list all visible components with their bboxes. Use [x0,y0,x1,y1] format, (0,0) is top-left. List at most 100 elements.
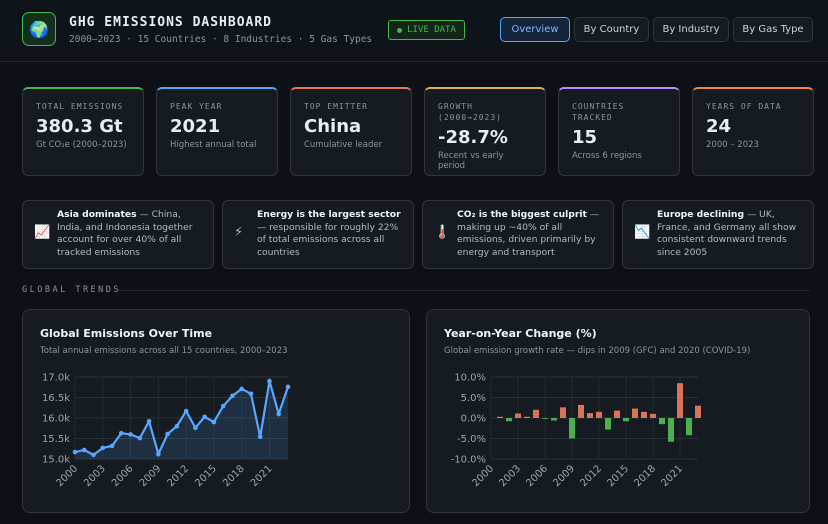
bar [587,413,593,418]
x-tick-label: 2009 [138,463,164,489]
point [174,423,180,429]
y-tick-label: 10.0% [454,373,486,384]
insight-bold: Europe declining [657,209,745,220]
bar [632,408,638,418]
bar [605,418,611,430]
insight-text: — making up ~40% of all emissions, drive… [457,209,600,258]
badge-text: LIVE DATA [407,25,456,35]
y-tick-label: -5.0% [457,434,486,445]
kpi-card: COUNTRIES TRACKED 15 Across 6 regions [558,87,680,176]
point [119,430,124,436]
point [100,445,106,451]
point [276,411,282,417]
y-tick-label: 15.5k [42,434,70,445]
y-tick-label: 0.0% [461,414,486,425]
nav-tab[interactable]: By Industry [653,17,729,42]
point [230,393,235,399]
kpi-card: TOTAL EMISSIONS 380.3 Gt Gt CO₂e (2000–202… [22,87,144,176]
bar [659,418,665,425]
y-tick-label: -10.0% [451,455,486,466]
x-tick-label: 2012 [165,463,191,489]
kpi-value: 2021 [170,116,221,137]
point [72,449,78,455]
insight-icon: 🌡️ [434,225,451,240]
point [285,384,291,390]
insight-bold: Energy is the largest sector [257,209,401,220]
x-tick-label: 2006 [524,463,550,489]
bar [596,411,602,418]
x-tick-label: 2003 [82,463,108,489]
x-tick-label: 2021 [659,463,685,489]
kpi-card: YEARS OF DATA 24 2000 – 2023 [692,87,814,176]
bar [506,418,512,422]
kpi-label: TOTAL EMISSIONS [36,102,124,111]
nav-tab[interactable]: Overview [500,17,570,42]
point [156,451,161,457]
kpi-value: China [304,116,362,137]
point [220,403,226,409]
kpi-sub: Cumulative leader [304,140,383,150]
kpi-card: TOP EMITTER China Cumulative leader [290,87,412,176]
chart-card: Global Emissions Over Time Total annual e… [22,309,410,513]
bar [623,418,629,422]
kpi-value: -28.7% [438,127,508,148]
insight-bold: CO₂ is the biggest culprit [457,209,587,220]
bar [614,410,620,418]
y-tick-label: 15.0k [42,455,70,466]
bar [578,404,584,418]
y-tick-label: 16.0k [42,414,70,425]
x-tick-label: 2009 [551,463,577,489]
kpi-sub: Across 6 regions [572,151,642,161]
bar [668,418,674,442]
kpi-label: YEARS OF DATA [706,102,782,111]
dot [397,27,403,33]
bar [542,418,548,419]
insight-card: 📉 Europe declining — UK, France, and Germ… [622,200,814,269]
chart: Global Emissions Over Time Total annual e… [39,327,291,489]
live-badge: LIVE DATA [388,20,465,40]
kpi-value: 380.3 Gt [36,116,123,137]
kpi-label: TOP EMITTER [304,102,368,111]
insight-icon: 📉 [634,225,651,240]
point [91,452,96,458]
insight-icon: 📈 [34,225,51,240]
kpi-label: GROWTH (2000→2023) [438,102,502,122]
x-tick-label: 2006 [110,463,136,489]
point [257,434,263,440]
section-title: GLOBAL TRENDS [22,285,122,295]
x-tick-label: 2000 [54,463,80,489]
bar [560,407,566,418]
bar [641,411,647,418]
point [267,378,272,384]
nav-tab[interactable]: By Country [574,17,649,42]
point [146,418,152,424]
x-tick-label: 2000 [470,463,496,489]
y-tick-label: 5.0% [461,393,486,404]
y-tick-label: 17.0k [42,373,70,384]
point [248,391,254,397]
bar [515,413,521,418]
bar [524,416,530,418]
subtitle: 2000–2023 · 15 Countries · 8 Industries … [69,34,373,45]
x-tick-label: 2015 [605,463,631,489]
chart-card: Year-on-Year Change (%) Global emission g… [426,309,810,513]
chart: Year-on-Year Change (%) Global emission g… [443,327,750,489]
x-tick-label: 2021 [249,463,275,489]
x-tick-label: 2018 [221,463,247,489]
insight-card: ⚡ Energy is the largest sector — responsi… [222,200,414,269]
point [239,386,244,392]
bar [533,409,539,418]
bar [650,413,656,418]
point [211,419,217,425]
kpi-sub: Gt CO₂e (2000–2023) [36,140,127,150]
bar [497,416,503,418]
chart-title: Year-on-Year Change (%) [443,327,597,340]
kpi-sub: 2000 – 2023 [706,140,759,150]
bar [695,405,701,418]
x-tick-label: 2018 [632,463,658,489]
kpi-sub: Recent vs early period [438,151,504,171]
insight-text: — China, India, and Indonesia together a… [57,209,193,258]
kpi-value: 15 [572,127,598,148]
nav-tab[interactable]: By Gas Type [733,17,813,42]
